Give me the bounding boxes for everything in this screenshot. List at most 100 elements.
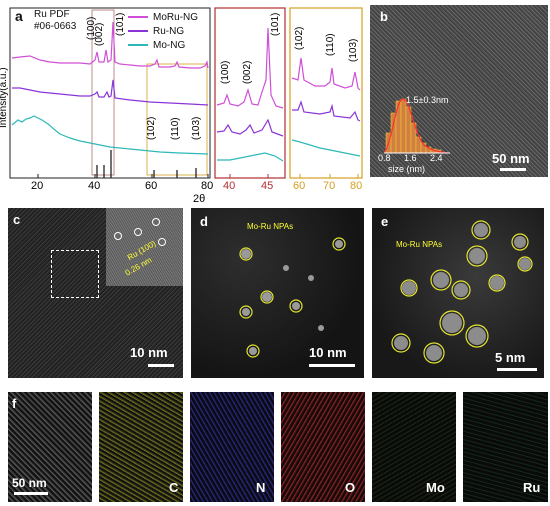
reference-sticks <box>96 150 197 178</box>
size-value: 1.5±0.3nm <box>406 95 449 105</box>
rung-main-curve <box>12 79 209 106</box>
tick-label: 80 <box>201 180 214 192</box>
xrd-main-frame <box>9 7 211 179</box>
peak-label: (002) <box>242 60 253 84</box>
element-label: C <box>169 480 179 495</box>
scale-bar <box>497 368 537 371</box>
rung-zoom2-curve <box>292 100 361 122</box>
legend-swatch <box>128 16 148 18</box>
morung-zoom1-curve <box>216 27 284 109</box>
npa-markers <box>391 220 533 364</box>
legend: MoRu-NG Ru-NG Mo-NG <box>128 10 198 52</box>
eds-map-o: O <box>281 392 365 502</box>
hrtem-inset: Ru (100) 0.26 nm <box>106 208 183 286</box>
tick-label: 80 <box>350 180 363 192</box>
element-label: N <box>256 480 266 495</box>
panel-c: c Ru (100) 0.26 nm 10 nm <box>8 208 183 378</box>
particle-circles <box>391 220 533 364</box>
peak-label: (102) <box>294 26 305 50</box>
legend-swatch <box>128 44 148 46</box>
atom-marker <box>152 218 160 226</box>
panel-a-letter: a <box>15 8 23 24</box>
zoom1-frame <box>214 7 286 179</box>
peak-label: (110) <box>325 33 336 56</box>
legend-swatch <box>128 30 148 32</box>
panel-b: b 1.5±0.3nm 0.8 1.6 2.4 size (nm) 50 nm <box>370 5 548 177</box>
panel-b-letter: b <box>380 9 388 24</box>
morung-zoom2-curve <box>291 57 361 91</box>
histogram-tick: 0.8 <box>378 153 391 163</box>
scale-bar-label: 5 nm <box>495 350 526 365</box>
scale-bar <box>500 168 526 171</box>
panel-c-letter: c <box>13 212 21 227</box>
tick-label: 40 <box>88 180 101 192</box>
peak-label: (103) <box>348 38 359 62</box>
legend-item-morung: MoRu-NG <box>128 10 198 24</box>
npa-label: Mo-Ru NPAs <box>247 222 294 231</box>
tick-label: 60 <box>293 180 306 192</box>
atom-marker <box>114 232 122 240</box>
tick-label: 60 <box>145 180 158 192</box>
mong-zoom1-curve <box>217 152 284 162</box>
histogram-bars <box>385 98 442 154</box>
npa-markers <box>239 237 346 358</box>
eds-map-ru: Ru <box>463 392 548 502</box>
peak-label: (103) <box>191 116 202 140</box>
element-label: Ru <box>523 480 541 495</box>
scale-bar-label: 10 nm <box>130 345 168 360</box>
peak-label: (101) <box>115 12 126 36</box>
scale-bar-label: 10 nm <box>309 345 347 360</box>
element-label: Mo <box>426 480 445 495</box>
panel-d-letter: d <box>200 214 208 229</box>
eds-map-haadf: f 50 nm <box>8 392 92 502</box>
reference-label-2: #06-0663 <box>34 21 77 32</box>
morung-main-curve <box>11 21 209 69</box>
size-histogram <box>383 98 450 154</box>
peak-label: (100) <box>220 60 231 84</box>
legend-item-mong: Mo-NG <box>128 38 198 52</box>
panel-e-letter: e <box>381 214 389 229</box>
zoom2-x-ticks <box>299 174 359 178</box>
npa-label: Mo-Ru NPAs <box>396 240 443 249</box>
mong-main-curve <box>11 115 209 155</box>
scale-bar <box>148 364 174 367</box>
histogram-tick: 2.4 <box>430 153 443 163</box>
main-x-ticks <box>37 174 209 178</box>
histogram-tick: 1.6 <box>404 153 417 163</box>
element-label: O <box>345 480 356 495</box>
legend-label: Ru-NG <box>153 25 185 37</box>
legend-label: MoRu-NG <box>153 11 199 23</box>
reference-label-1: Ru PDF <box>34 9 70 20</box>
atom-marker <box>134 228 142 236</box>
selection-box <box>51 250 99 298</box>
histogram-xlabel: size (nm) <box>388 164 426 174</box>
tick-label: 20 <box>31 180 44 192</box>
panel-f-letter: f <box>12 396 17 411</box>
y-axis-label: Intensity(a.u.) <box>0 67 9 128</box>
zoom1-x-ticks <box>229 174 269 178</box>
tick-label: 45 <box>261 180 274 192</box>
legend-item-rung: Ru-NG <box>128 24 198 38</box>
panel-a: a Ru PDF #06-0663 MoRu-NG Ru-NG Mo-NG (1… <box>0 0 365 205</box>
fit-curve <box>383 98 449 154</box>
eds-map-n: N <box>190 392 274 502</box>
eds-map-mo: Mo <box>372 392 456 502</box>
rung-zoom1-curve <box>216 118 284 137</box>
scale-bar <box>14 492 48 495</box>
scale-bar <box>309 364 355 367</box>
mong-zoom2-curve <box>291 139 361 157</box>
x-axis-label: 2θ <box>193 193 206 205</box>
particles <box>241 240 343 355</box>
peak-label: (101) <box>270 12 281 36</box>
panel-e: e Mo-Ru NPAs 5 nm <box>372 208 544 378</box>
tick-label: 70 <box>323 180 336 192</box>
panel-d: d Mo-Ru NPAs 10 nm <box>191 208 364 378</box>
scale-bar-label: 50 nm <box>492 151 530 166</box>
panel-f: f 50 nm C N O Mo Ru <box>8 392 548 502</box>
particle-circles <box>239 237 346 358</box>
peak-label: (110) <box>170 117 181 140</box>
atom-marker <box>158 238 166 246</box>
peak-label: (102) <box>146 116 157 140</box>
tick-label: 40 <box>223 180 236 192</box>
peak-label: (002) <box>94 22 105 46</box>
